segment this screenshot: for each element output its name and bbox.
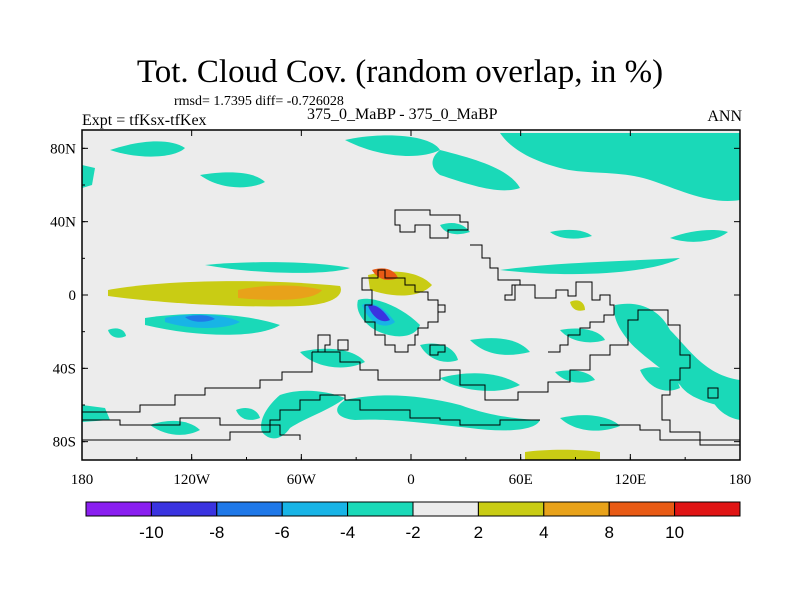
cyan-patch-south-8: [555, 370, 595, 383]
cyan-southern-ocean-2: [337, 395, 540, 431]
colorbar-tick-label: 2: [474, 523, 483, 542]
experiment-label: Expt = tfKsx-tfKex: [82, 112, 207, 129]
axis-layer: 180 120W 60W 0 60E 120E 180 80N 40N 0 40S 80S: [50, 130, 751, 488]
cyan-mid-lat-1: [205, 262, 350, 273]
x-tick-label: 180: [729, 472, 752, 488]
colorbar-tick-label: 4: [539, 523, 548, 542]
coastlines: [82, 209, 740, 446]
colorbar-tick-label: -6: [275, 523, 290, 542]
coastline-small-island-1: [337, 339, 349, 351]
rmsd-diff-stats: rmsd= 1.7395 diff= -0.726028: [174, 94, 344, 109]
colorbar-tick-label: 8: [604, 523, 613, 542]
colorbar-swatch: [543, 501, 610, 517]
colorbar-tick-label: -8: [209, 523, 224, 542]
coastline-small-island-3: [707, 387, 719, 399]
y-tick-label: 0: [69, 288, 77, 304]
case-label: 375_0_MaBP - 375_0_MaBP: [307, 106, 498, 123]
colorbar-swatch: [85, 501, 152, 517]
yellow-patch-south-pacific: [570, 300, 585, 311]
cyan-southern-ocean-1: [261, 390, 345, 439]
coastline-north-africa: [394, 209, 469, 239]
indigo-patch-central: [368, 305, 390, 322]
colorbar-swatch: [608, 501, 676, 517]
cyan-band-north-4: [500, 133, 740, 201]
blue-core-south: [185, 315, 215, 322]
anomaly-field: [82, 133, 740, 460]
cyan-band-north-1: [110, 141, 185, 157]
colorbar-tick-label: -2: [405, 523, 420, 542]
coastline-southern-continent-3: [82, 394, 540, 441]
cyan-patch-south-10: [108, 328, 126, 338]
y-tick-label: 40S: [53, 361, 76, 377]
colorbar: -10 -8 -6 -4 -2 2 4 8 10: [85, 501, 741, 542]
x-tick-label: 60W: [287, 472, 317, 488]
orange-core-equatorial: [238, 285, 322, 300]
coastline-antarctic-2: [600, 424, 740, 446]
coastline-west-africa: [361, 269, 446, 353]
y-tick-label: 40N: [50, 215, 76, 231]
colorbar-swatch: [150, 501, 218, 517]
colorbar-swatch: [412, 501, 479, 517]
cyan-southern-ocean-5: [82, 405, 110, 422]
cyan-patch-south-3: [470, 338, 530, 355]
chart-title: Tot. Cloud Cov. (random overlap, in %): [136, 54, 664, 90]
coastline-small-island-2: [429, 344, 446, 356]
cyan-mid-lat-3: [670, 230, 728, 242]
cyan-band-north-3: [432, 150, 520, 191]
x-tick-label: 60E: [509, 472, 533, 488]
colorbar-swatch: [347, 501, 414, 517]
cyan-band-north-6: [82, 165, 95, 188]
coastline-africa: [470, 244, 615, 353]
cyan-patch-south-1: [300, 348, 365, 368]
x-tick-label: 180: [71, 472, 94, 488]
cyan-southern-ocean-6: [236, 407, 260, 420]
coastline-southern-continent-1: [312, 309, 740, 441]
x-tick-label: 120W: [173, 472, 211, 488]
colorbar-swatch: [477, 501, 545, 517]
cyan-patch-south-5: [614, 303, 740, 410]
cyan-southern-ocean-3: [150, 420, 200, 435]
colorbar-tick-label: 10: [665, 523, 684, 542]
colorbar-tick-label: -10: [139, 523, 164, 542]
y-tick-label: 80S: [53, 435, 76, 451]
coastline-southern-continent-2: [82, 352, 313, 413]
coastline-antarctic-1: [82, 417, 301, 440]
cyan-mid-lat-4: [550, 229, 592, 239]
season-label: ANN: [707, 108, 742, 125]
cyan-band-north-5: [200, 172, 265, 188]
x-tick-label: 0: [407, 472, 415, 488]
x-tick-label: 120E: [614, 472, 646, 488]
colorbar-swatch: [216, 501, 283, 517]
cyan-patch-south-4: [560, 328, 605, 343]
yellow-patch-south-edge: [525, 449, 600, 460]
y-tick-label: 80N: [50, 141, 76, 157]
cyan-mid-lat-2: [500, 258, 680, 275]
cyan-southern-ocean-4: [560, 415, 620, 431]
colorbar-swatch: [674, 501, 741, 517]
cyan-band-north-2: [345, 135, 440, 156]
cyan-patch-south-9: [710, 394, 740, 420]
colorbar-swatch: [281, 501, 349, 517]
colorbar-tick-label: -4: [340, 523, 355, 542]
